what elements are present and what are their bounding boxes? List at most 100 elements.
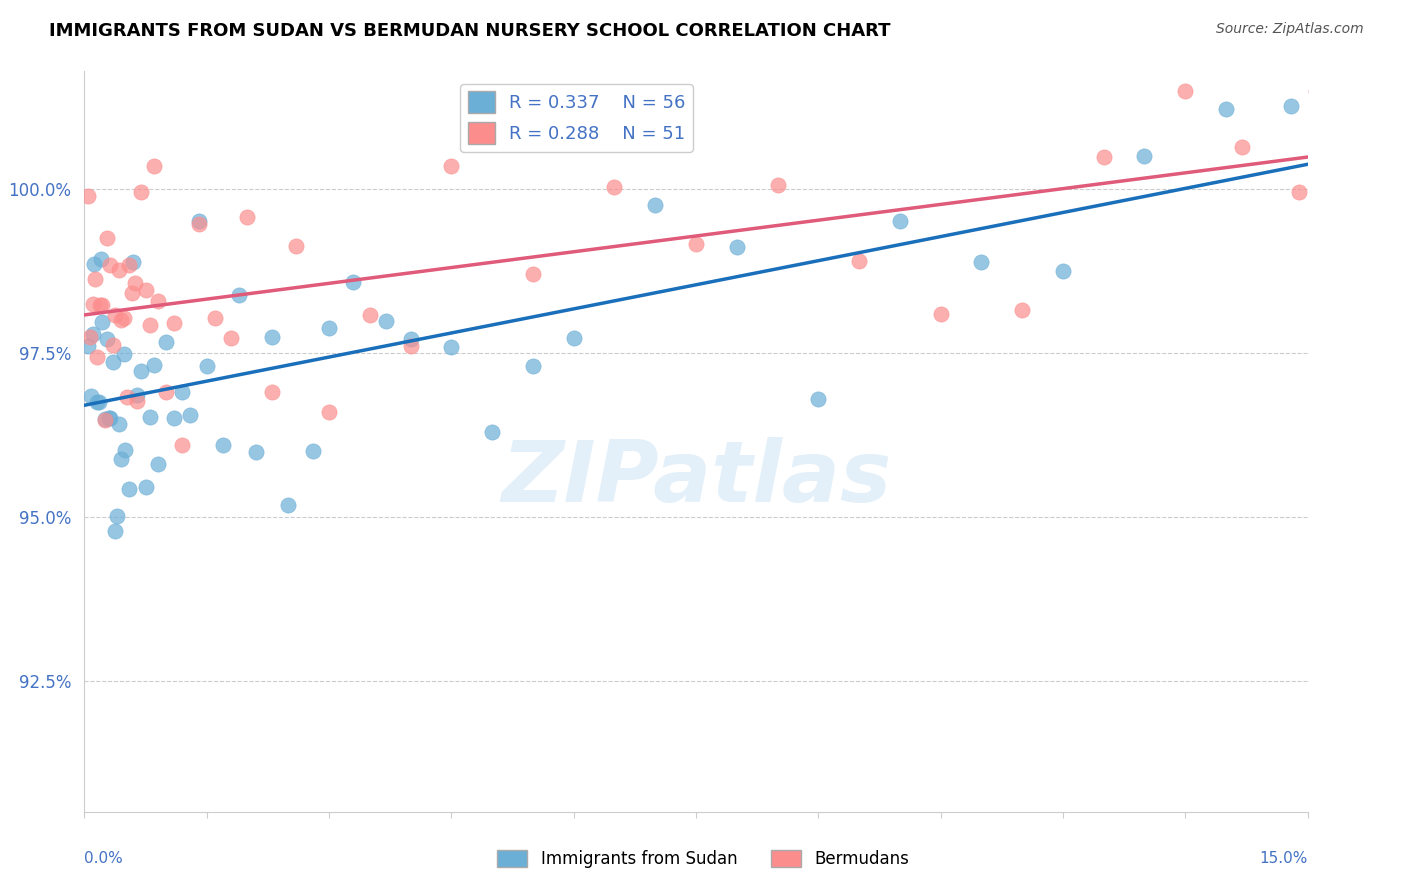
Point — [245, 445, 267, 459]
Point — [84, 272, 107, 286]
Point — [80, 388, 103, 402]
Point — [90, 252, 112, 266]
Point — [118, 482, 141, 496]
Point — [440, 340, 463, 354]
Point — [114, 443, 136, 458]
Point — [277, 498, 299, 512]
Point — [301, 444, 323, 458]
Point — [87, 394, 110, 409]
Point — [97, 411, 120, 425]
Point — [603, 179, 626, 194]
Point — [100, 411, 122, 425]
Point — [481, 425, 503, 440]
Point — [83, 257, 105, 271]
Point — [127, 387, 149, 401]
Point — [848, 254, 870, 268]
Point — [121, 286, 143, 301]
Point — [172, 384, 194, 399]
Point — [204, 311, 226, 326]
Point — [685, 236, 707, 251]
Point — [228, 287, 250, 301]
Point — [163, 316, 186, 330]
Point — [112, 311, 135, 326]
Point — [135, 480, 157, 494]
Point — [725, 240, 748, 254]
Point — [124, 276, 146, 290]
Point — [318, 405, 340, 419]
Point — [142, 159, 165, 173]
Point — [889, 213, 911, 227]
Text: ZIPatlas: ZIPatlas — [501, 437, 891, 520]
Point — [131, 185, 153, 199]
Point — [101, 355, 124, 369]
Text: 0.0%: 0.0% — [84, 851, 124, 865]
Point — [155, 385, 177, 400]
Point — [100, 258, 122, 272]
Point — [318, 321, 340, 335]
Point — [122, 255, 145, 269]
Point — [522, 267, 544, 281]
Point — [260, 385, 283, 400]
Point — [112, 347, 135, 361]
Point — [1174, 84, 1197, 98]
Point — [644, 198, 666, 212]
Point — [86, 351, 108, 365]
Point — [135, 283, 157, 297]
Point — [155, 335, 177, 350]
Point — [76, 189, 98, 203]
Point — [91, 298, 114, 312]
Point — [142, 358, 165, 372]
Point — [82, 297, 104, 311]
Legend: Immigrants from Sudan, Bermudans: Immigrants from Sudan, Bermudans — [491, 843, 915, 875]
Point — [929, 307, 952, 321]
Point — [481, 134, 503, 148]
Point — [1232, 140, 1254, 154]
Text: Source: ZipAtlas.com: Source: ZipAtlas.com — [1216, 22, 1364, 37]
Point — [1215, 102, 1237, 116]
Point — [107, 263, 129, 277]
Point — [77, 339, 100, 353]
Point — [138, 410, 160, 425]
Point — [1288, 185, 1310, 199]
Point — [104, 524, 127, 538]
Point — [163, 410, 186, 425]
Point — [127, 393, 149, 408]
Point — [260, 330, 283, 344]
Point — [101, 337, 124, 351]
Point — [138, 318, 160, 332]
Point — [195, 359, 218, 373]
Point — [93, 412, 115, 426]
Point — [1279, 99, 1302, 113]
Point — [562, 331, 585, 345]
Legend: R = 0.337    N = 56, R = 0.288    N = 51: R = 0.337 N = 56, R = 0.288 N = 51 — [460, 84, 693, 152]
Point — [82, 326, 104, 341]
Point — [115, 390, 138, 404]
Point — [93, 412, 115, 426]
Point — [110, 452, 132, 467]
Point — [399, 339, 422, 353]
Point — [146, 294, 169, 309]
Point — [285, 239, 308, 253]
Point — [187, 213, 209, 227]
Point — [807, 392, 830, 406]
Point — [1305, 84, 1327, 98]
Point — [89, 298, 111, 312]
Point — [104, 308, 127, 322]
Point — [766, 178, 789, 192]
Text: 15.0%: 15.0% — [1260, 851, 1308, 865]
Point — [1052, 264, 1074, 278]
Point — [236, 210, 259, 224]
Point — [105, 508, 128, 523]
Point — [399, 332, 422, 346]
Point — [212, 438, 235, 452]
Point — [342, 275, 364, 289]
Point — [440, 159, 463, 173]
Point — [522, 359, 544, 373]
Point — [86, 395, 108, 409]
Point — [1011, 302, 1033, 317]
Point — [1133, 149, 1156, 163]
Point — [96, 231, 118, 245]
Point — [131, 364, 153, 378]
Point — [375, 313, 398, 327]
Text: IMMIGRANTS FROM SUDAN VS BERMUDAN NURSERY SCHOOL CORRELATION CHART: IMMIGRANTS FROM SUDAN VS BERMUDAN NURSER… — [49, 22, 891, 40]
